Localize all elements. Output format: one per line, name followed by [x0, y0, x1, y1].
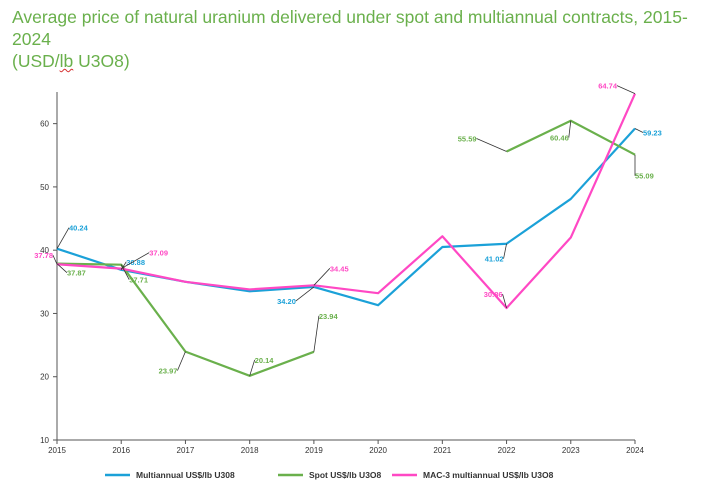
data-label: 60.46 — [550, 134, 569, 143]
legend-label-2: Spot US$/lb U3O8 — [309, 470, 382, 480]
data-label-leader — [313, 315, 320, 352]
data-label: 23.97 — [159, 367, 178, 376]
y-tick-label: 30 — [40, 309, 49, 318]
x-tick-label: 2018 — [241, 446, 259, 455]
data-label-leader — [503, 243, 507, 259]
x-tick-label: 2020 — [369, 446, 387, 455]
x-tick-label: 2015 — [48, 446, 66, 455]
data-label-leader — [249, 359, 256, 376]
x-tick-label: 2022 — [498, 446, 516, 455]
data-label-leader — [56, 227, 70, 249]
data-label-leader — [502, 293, 507, 309]
y-tick-label: 40 — [40, 246, 49, 255]
data-label-leader — [177, 351, 186, 371]
data-label-leader — [120, 264, 130, 280]
data-label: 37.87 — [67, 269, 86, 278]
data-label-leader — [616, 85, 636, 95]
title-unit-suffix: U3O8) — [73, 51, 130, 71]
legend-label-3: MAC-3 multiannual US$/lb U3O8 — [423, 470, 554, 480]
data-label: 55.09 — [635, 172, 654, 181]
x-tick-label: 2016 — [112, 446, 130, 455]
y-tick-label: 60 — [40, 120, 49, 129]
series-line-2 — [56, 262, 315, 377]
title-unit-prefix: (USD/ — [12, 51, 60, 71]
series-line-3 — [56, 93, 637, 310]
data-label: 34.45 — [330, 264, 349, 273]
data-label-leader — [568, 120, 572, 138]
x-tick-label: 2024 — [626, 446, 644, 455]
data-label-leader — [634, 128, 644, 133]
data-label-leader — [313, 268, 331, 286]
data-label: 37.09 — [149, 249, 168, 258]
data-label: 37.78 — [34, 251, 53, 260]
data-label: 55.59 — [458, 135, 477, 144]
y-tick-label: 50 — [40, 183, 49, 192]
data-label: 36.88 — [126, 258, 145, 267]
chart-title: Average price of natural uranium deliver… — [12, 6, 702, 72]
data-label: 34.20 — [277, 297, 296, 306]
data-label: 64.74 — [598, 82, 618, 91]
data-label-leader — [56, 263, 68, 273]
data-label: 37.71 — [129, 276, 148, 285]
data-label-leader — [476, 138, 507, 152]
y-tick-label: 10 — [40, 436, 49, 445]
chart-title-line1: Average price of natural uranium deliver… — [12, 7, 688, 49]
data-label: 40.24 — [69, 224, 89, 233]
title-unit-lb: lb — [59, 51, 74, 71]
x-tick-label: 2021 — [433, 446, 451, 455]
chart-title-line2: (USD/lb U3O8) — [12, 50, 702, 72]
x-tick-label: 2023 — [562, 446, 580, 455]
data-label: 30.86 — [484, 290, 503, 299]
legend-label-1: Multiannual US$/lb U308 — [136, 470, 235, 480]
y-tick-label: 20 — [40, 373, 49, 382]
data-label: 41.02 — [485, 255, 504, 264]
data-label-leader — [52, 255, 58, 265]
data-label-leader — [121, 252, 150, 269]
x-tick-label: 2017 — [177, 446, 195, 455]
data-label: 23.94 — [319, 312, 339, 321]
data-label: 59.23 — [643, 129, 662, 138]
x-tick-label: 2019 — [305, 446, 323, 455]
data-label-leader — [295, 286, 315, 302]
data-label: 20.14 — [255, 356, 275, 365]
